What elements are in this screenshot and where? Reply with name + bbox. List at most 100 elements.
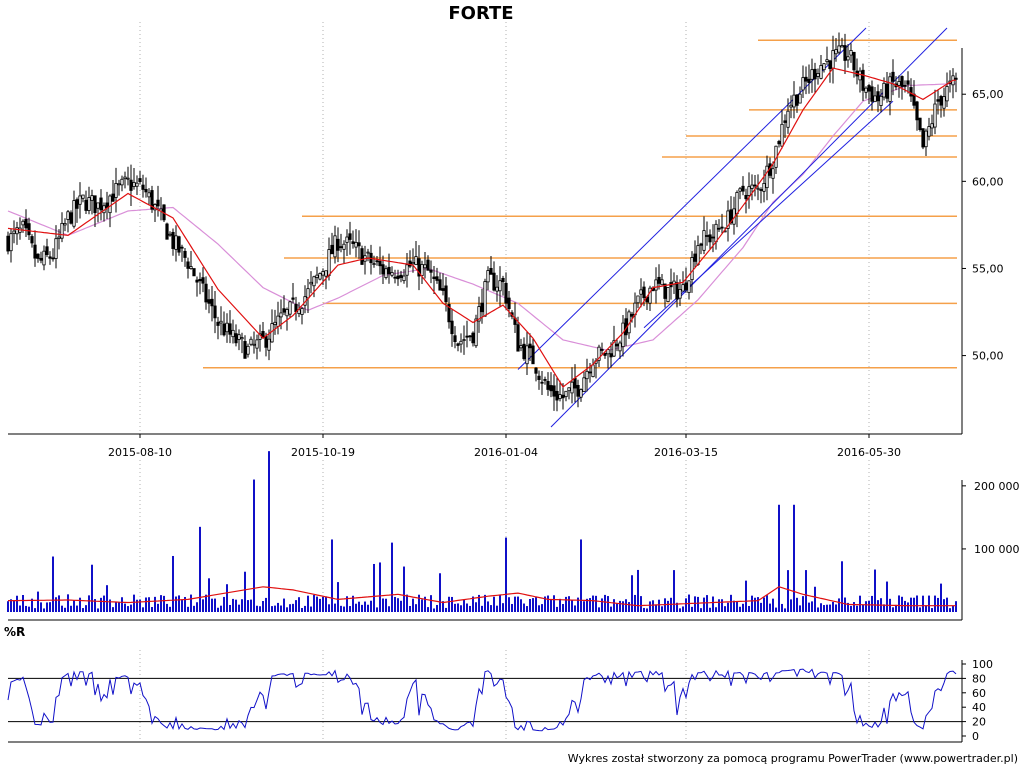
volume-bar <box>922 595 924 612</box>
volume-bar <box>70 605 72 612</box>
candle-body <box>528 343 532 349</box>
volume-bar <box>628 602 630 612</box>
candle-body <box>411 261 415 265</box>
volume-bar <box>274 605 276 612</box>
candle-body <box>33 244 37 259</box>
candle-body <box>420 264 424 276</box>
candle-body <box>24 218 28 229</box>
candle-body <box>330 244 334 255</box>
candle-body <box>714 223 718 243</box>
candle-body <box>432 276 436 280</box>
volume-bar <box>406 594 408 612</box>
candle-body <box>825 59 829 63</box>
volume-bar <box>784 608 786 612</box>
candle-body <box>465 335 469 338</box>
candle-body <box>522 343 526 360</box>
support-lines <box>203 39 957 369</box>
volume-bar <box>937 597 939 612</box>
volume-bar <box>244 571 246 612</box>
candle-body <box>378 260 382 267</box>
candle-body <box>126 177 130 180</box>
volume-bar <box>610 606 612 612</box>
candle-body <box>114 183 118 198</box>
volume-bar <box>349 606 351 612</box>
volume-bar <box>898 595 900 612</box>
candle-body <box>21 220 25 226</box>
candle-body <box>810 69 814 80</box>
candle-body <box>72 200 76 227</box>
candle-body <box>711 236 715 239</box>
candle-body <box>60 222 64 239</box>
candle-body <box>552 385 556 397</box>
volume-bar <box>913 597 915 612</box>
candle-body <box>843 45 847 61</box>
candle-body <box>621 322 625 348</box>
volume-bar <box>67 594 69 612</box>
candle-body <box>507 297 511 309</box>
volume-bar <box>235 599 237 612</box>
candle-body <box>558 394 562 399</box>
candle-body <box>180 246 184 249</box>
candle-body <box>870 86 874 102</box>
candle-body <box>726 210 730 229</box>
volume-bar <box>181 599 183 612</box>
candle-body <box>675 282 679 300</box>
volume-bar <box>484 594 486 612</box>
williams-r-line <box>7 668 957 732</box>
candle-body <box>753 184 757 187</box>
candle-body <box>96 202 100 209</box>
candle-body <box>777 141 781 145</box>
price-grid <box>139 22 870 434</box>
candle-body <box>45 246 49 255</box>
candles <box>6 32 958 412</box>
candle-body <box>447 303 451 323</box>
volume-bar <box>529 599 531 612</box>
volume-bar <box>328 604 330 612</box>
volume-bar <box>460 605 462 612</box>
candle-body <box>690 257 694 281</box>
y-tick-label: 55,00 <box>972 262 1004 275</box>
volume-bar <box>166 603 168 612</box>
volume-bar <box>319 598 321 612</box>
candle-body <box>858 70 862 81</box>
candle-body <box>198 278 202 282</box>
volume-bar <box>73 600 75 612</box>
volume-bar <box>745 580 747 612</box>
candle-body <box>492 272 496 291</box>
candle-body <box>366 251 370 254</box>
volume-bar <box>97 608 99 612</box>
volume-bar <box>496 605 498 612</box>
volume-bar <box>493 596 495 612</box>
candle-body <box>336 238 340 251</box>
candle-body <box>819 65 823 79</box>
volume-bar <box>283 598 285 612</box>
candle-body <box>51 257 55 260</box>
candle-body <box>936 99 940 102</box>
candle-body <box>273 321 277 325</box>
volume-bar <box>826 604 828 612</box>
volume-bar <box>832 601 834 612</box>
volume-bar <box>766 595 768 612</box>
volume-bar <box>865 601 867 612</box>
volume-bar <box>556 606 558 612</box>
candle-body <box>765 165 769 189</box>
candle-body <box>468 335 472 338</box>
candle-body <box>318 273 322 280</box>
candle-body <box>489 267 493 275</box>
candle-body <box>717 227 721 230</box>
volume-y-tick-label: 200 000 <box>974 480 1020 493</box>
candle-body <box>48 256 52 259</box>
volume-bar <box>265 597 267 612</box>
volume-bar <box>196 602 198 612</box>
candle-body <box>282 308 286 313</box>
volume-bar <box>109 599 111 612</box>
volume-bar <box>499 594 501 612</box>
candle-body <box>405 264 409 276</box>
candle-body <box>924 130 928 148</box>
volume-bar <box>94 599 96 612</box>
volume-bar <box>502 603 504 612</box>
candle-body <box>549 385 553 392</box>
volume-bar <box>79 597 81 612</box>
volume-bar <box>712 596 714 612</box>
